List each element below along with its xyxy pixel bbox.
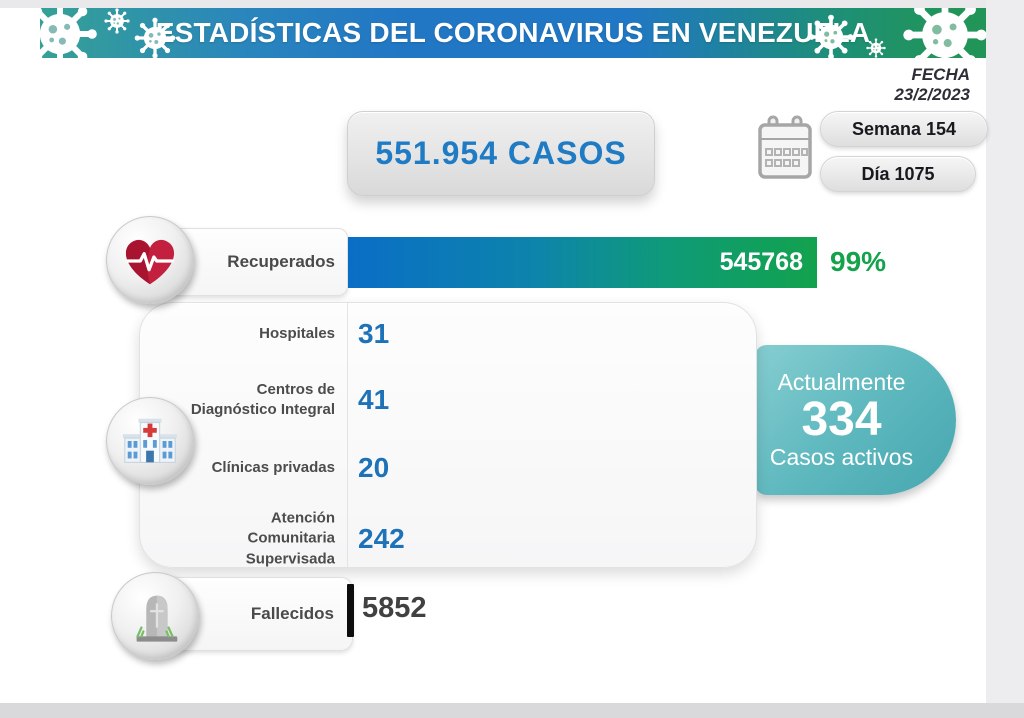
facility-label-hospitales: Hospitales [259, 324, 335, 342]
header-banner: ESTADÍSTICAS DEL CORONAVIRUS EN VENEZUEL… [40, 8, 986, 58]
week-label: Semana 154 [851, 118, 957, 139]
week-badge: Semana 154 [820, 111, 988, 147]
facility-label-atencion: Atención Comunitaria Supervisada [245, 509, 335, 568]
facility-label-clinicas: Clínicas privadas [211, 458, 335, 476]
virus-icon [866, 38, 886, 58]
virus-icon [104, 8, 130, 34]
virus-icon [134, 17, 176, 58]
total-cases-box: 551.954 CASOS [347, 111, 655, 196]
virus-icon [808, 14, 854, 58]
facilities-badge [106, 397, 194, 485]
deceased-value: 5852 [362, 592, 427, 624]
recovered-percent: 99% [830, 246, 887, 277]
recovered-value: 545768 [719, 248, 803, 276]
facilities-panel [139, 302, 757, 568]
hospital-icon [122, 418, 178, 463]
facility-label-cdi: Centros de Diagnóstico Integral [190, 380, 335, 418]
recovered-progress-bar: 545768 [348, 237, 817, 288]
report-date: FECHA 23/2/2023 [894, 65, 970, 104]
virus-icon [40, 8, 98, 58]
tombstone-icon [136, 595, 178, 642]
active-cases-box: Actualmente 334 Casos activos [755, 345, 956, 495]
facility-value-cdi: 41 [358, 384, 390, 415]
virus-icon [902, 8, 986, 58]
calendar-icon [758, 115, 812, 179]
page-edge-right [986, 0, 1024, 718]
active-cases-caption: Casos activos [769, 444, 914, 471]
deceased-label: Fallecidos [250, 604, 334, 623]
day-label: Día 1075 [861, 163, 935, 184]
facility-value-hospitales: 31 [358, 318, 390, 349]
total-cases-value: 551.954 CASOS [375, 135, 627, 171]
page-title: ESTADÍSTICAS DEL CORONAVIRUS EN VENEZUEL… [155, 17, 871, 48]
deceased-bar [347, 584, 354, 637]
recovered-badge [106, 216, 194, 304]
active-cases-value: 334 [801, 392, 882, 446]
page-edge-top [0, 0, 1024, 8]
deceased-badge [111, 572, 199, 660]
heart-pulse-icon [125, 239, 175, 285]
day-badge: Día 1075 [820, 156, 976, 192]
panel-divider [347, 303, 348, 567]
facility-value-atencion: 242 [358, 523, 405, 554]
facility-value-clinicas: 20 [358, 452, 390, 483]
active-cases-heading: Actualmente [777, 368, 906, 395]
recovered-label: Recuperados [227, 252, 335, 271]
page-edge-bottom [0, 703, 1024, 718]
